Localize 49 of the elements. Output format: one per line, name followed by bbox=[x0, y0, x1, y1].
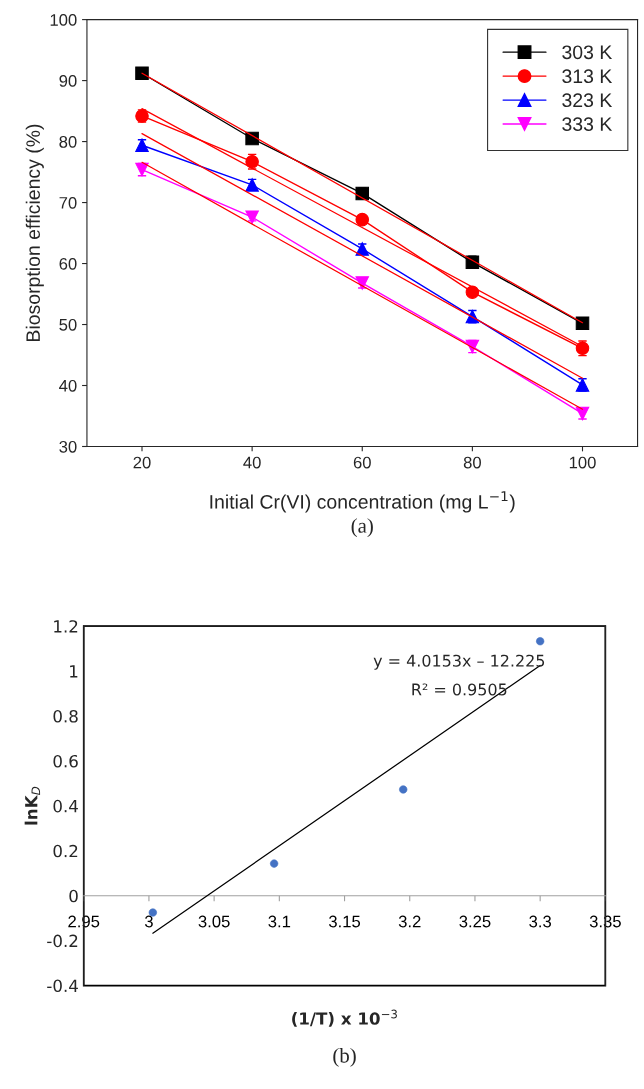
point bbox=[355, 276, 370, 290]
y-tick-label: 0.2 bbox=[53, 844, 78, 858]
y-tick-label: 50 bbox=[59, 318, 77, 331]
point bbox=[135, 138, 149, 152]
x-tick-label: 3.15 bbox=[328, 915, 361, 928]
y-tick-label: 90 bbox=[59, 74, 77, 87]
y-tick-label: 1.2 bbox=[54, 620, 78, 633]
y-tick-label: 1 bbox=[70, 665, 78, 678]
annotation: y = 4.0153x – 12.225 bbox=[373, 654, 545, 670]
legend-label: 303 K bbox=[562, 45, 613, 60]
x-axis-title: Initial Cr(VI) concentration (mg L$^{−1}$) bbox=[210, 491, 515, 513]
y-axis-title: Biosorption efficiency (%) bbox=[25, 124, 44, 341]
text: (a) bbox=[351, 518, 373, 538]
annotation: R² = 0.9505 bbox=[412, 683, 507, 696]
y-tick-label: 0.8 bbox=[53, 709, 78, 723]
y-tick-label: 60 bbox=[59, 257, 77, 270]
x-tick-label: 20 bbox=[133, 456, 151, 469]
point bbox=[465, 285, 480, 299]
y-axis-title: lnK$_{D}$ bbox=[24, 786, 41, 825]
point bbox=[245, 210, 259, 224]
y-tick-label: 0 bbox=[69, 889, 78, 903]
y-tick-label: 100 bbox=[50, 14, 77, 26]
y-tick-label: -0.4 bbox=[47, 979, 78, 993]
x-tick-label: 3.05 bbox=[198, 915, 230, 928]
x-tick-label: 3.3 bbox=[529, 915, 552, 928]
legend-label: 323 K bbox=[562, 93, 613, 108]
y-tick-label: -0.2 bbox=[47, 934, 78, 948]
x-tick-label: 3.25 bbox=[459, 915, 491, 928]
x-tick-label: 3.2 bbox=[398, 915, 421, 928]
y-tick-label: 80 bbox=[59, 135, 77, 148]
y-tick-label: 70 bbox=[59, 196, 77, 209]
point bbox=[135, 66, 149, 81]
legend-label: 313 K bbox=[562, 69, 613, 84]
x-tick-label: 40 bbox=[243, 456, 261, 469]
x-axis-title: (1/T) x 10$^{−3}$ bbox=[292, 1009, 397, 1027]
x-tick-label: 3 bbox=[144, 915, 153, 928]
legend-label: 333 K bbox=[562, 117, 613, 132]
point bbox=[355, 212, 370, 227]
text: (b) bbox=[333, 1047, 356, 1067]
x-tick-label: 80 bbox=[463, 456, 481, 469]
y-tick-label: 30 bbox=[59, 440, 77, 453]
x-tick-label: 3.1 bbox=[268, 915, 291, 928]
x-tick-label: 100 bbox=[569, 456, 596, 469]
x-tick-label: 60 bbox=[353, 456, 371, 469]
point bbox=[355, 242, 370, 256]
y-tick-label: 0.6 bbox=[53, 754, 78, 768]
point bbox=[575, 316, 590, 331]
y-tick-label: 0.4 bbox=[53, 799, 78, 813]
y-tick-label: 40 bbox=[59, 379, 77, 392]
